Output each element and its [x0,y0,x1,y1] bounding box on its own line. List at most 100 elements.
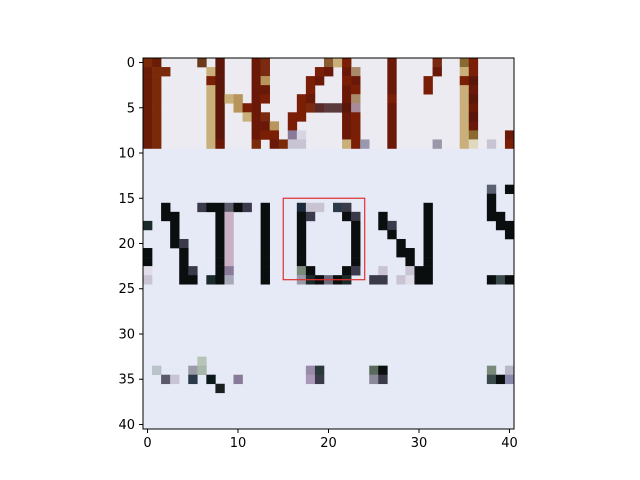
image-pixel [224,257,234,267]
image-pixel [152,67,162,77]
image-pixel [504,275,515,285]
image-pixel [468,130,479,140]
y-tick-label: 0 [127,56,135,71]
image-pixel [495,275,506,285]
image-pixel [215,112,225,122]
image-pixel [296,266,307,276]
pixel-image [143,58,515,429]
image-pixel [260,220,270,231]
image-pixel [296,220,307,231]
image-pixel [387,67,397,77]
image-pixel [387,103,397,113]
image-pixel [486,365,497,376]
image-pixel [143,58,153,68]
image-pixel [287,121,298,131]
image-pixel [459,121,470,131]
image-pixel [305,266,316,276]
image-pixel [468,103,479,113]
image-pixel [323,58,334,68]
image-pixel [351,112,361,122]
image-pixel [143,85,153,95]
image-pixel [170,211,180,222]
image-pixel [495,374,506,385]
image-pixel [179,275,189,285]
image-pixel [206,94,216,104]
image-pixel [369,275,379,285]
y-tick-label: 20 [118,237,135,252]
image-pixel [468,67,479,77]
image-pixel [260,248,270,258]
image-pixel [143,257,153,267]
image-pixel [305,94,316,104]
image-pixel [224,202,234,213]
image-pixel [423,85,433,95]
image-pixel [342,130,352,140]
image-pixel [342,85,352,95]
image-pixel [459,139,470,149]
image-pixel [296,112,307,122]
image-pixel [242,103,252,113]
image-pixel [143,67,153,77]
image-pixel [296,103,307,113]
image-pixel [351,248,361,258]
image-pixel [351,67,361,77]
image-pixel [251,67,261,77]
image-pixel [342,94,352,104]
image-pixel [251,58,261,68]
image-pixel [369,365,379,376]
image-pixel [152,76,162,86]
image-pixel [215,58,225,68]
image-pixel [423,266,433,276]
y-tick-label: 35 [118,373,135,388]
image-pixel [387,229,397,240]
image-pixel [215,211,225,222]
image-pixel [504,365,515,376]
image-pixel [152,365,162,376]
image-pixel [224,266,234,276]
image-pixel [233,202,243,213]
image-pixel [459,130,470,140]
image-pixel [179,266,189,276]
image-pixel [459,76,470,86]
image-pixel [405,275,415,285]
image-pixel [378,211,388,222]
image-pixel [504,229,515,240]
image-pixel [206,275,216,285]
image-pixel [296,139,307,149]
image-pixel [342,58,352,68]
image-pixel [206,130,216,140]
image-pixel [179,257,189,267]
image-pixel [152,94,162,104]
image-pixel [260,58,270,68]
image-pixel [342,139,352,149]
image-pixel [351,121,361,131]
image-pixel [495,211,506,222]
image-pixel [224,275,234,285]
image-pixel [305,365,316,376]
image-pixel [215,383,225,394]
image-pixel [459,112,470,122]
image-pixel [251,94,261,104]
image-pixel [432,67,442,77]
image-pixel [143,139,153,149]
image-pixel [143,103,153,113]
image-pixel [251,121,261,131]
image-pixel [296,202,307,213]
image-pixel [152,139,162,149]
image-pixel [486,193,497,204]
image-pixel [215,248,225,258]
image-pixel [179,248,189,258]
image-pixel [161,202,171,213]
image-pixel [170,374,180,385]
image-pixel [432,58,442,68]
image-pixel [378,275,388,285]
image-pixel [504,130,515,140]
image-pixel [387,121,397,131]
image-pixel [305,103,316,113]
image-pixel [459,58,470,68]
image-pixel [486,275,497,285]
x-tick-label: 30 [411,436,428,451]
image-pixel [152,121,162,131]
image-pixel [143,94,153,104]
image-pixel [468,121,479,131]
